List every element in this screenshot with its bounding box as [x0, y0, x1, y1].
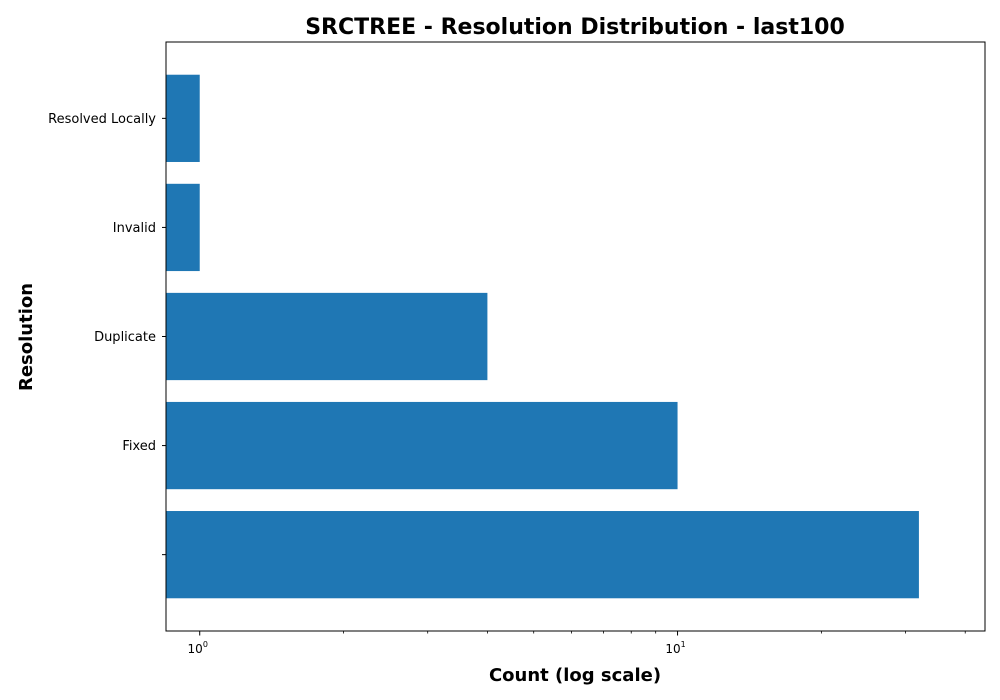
- x-axis-label: Count (log scale): [489, 665, 661, 686]
- y-axis-label: Resolution: [16, 283, 37, 391]
- x-tick-label: 101: [665, 640, 685, 656]
- bar-unlabeled: [166, 511, 919, 599]
- chart-title: SRCTREE - Resolution Distribution - last…: [305, 15, 845, 40]
- y-tick-label: Fixed: [122, 439, 156, 454]
- bar-duplicate: [166, 292, 488, 381]
- bar-resolved-locally: [166, 74, 200, 162]
- bar-fixed: [166, 401, 678, 490]
- y-tick-label: Invalid: [113, 221, 156, 236]
- x-tick-label: 100: [188, 640, 208, 656]
- plot-area: Fixed Duplicate Invalid Resolved Locally 100…: [48, 41, 986, 656]
- y-tick-label: Duplicate: [94, 330, 156, 345]
- bar-invalid: [166, 183, 200, 272]
- y-tick-label: Resolved Locally: [48, 112, 156, 127]
